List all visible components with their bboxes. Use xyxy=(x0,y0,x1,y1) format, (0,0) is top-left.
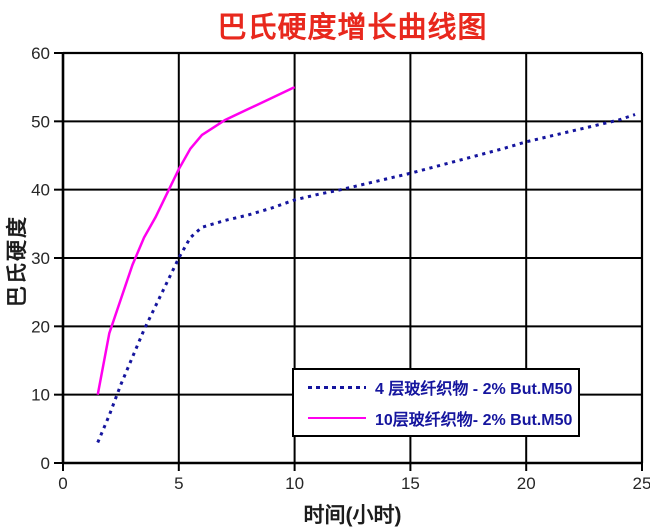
x-axis-title: 时间(小时) xyxy=(303,504,402,527)
chart-title: 巴氏硬度增长曲线图 xyxy=(217,12,488,44)
svg-text:60: 60 xyxy=(31,44,50,63)
legend-item-4-layer: 4 层玻纤织物 - 2% But.M50 xyxy=(294,375,578,399)
svg-text:0: 0 xyxy=(41,454,50,473)
svg-text:20: 20 xyxy=(517,474,536,493)
svg-text:20: 20 xyxy=(31,317,50,336)
solid-line-marker xyxy=(308,416,366,419)
dotted-line-marker xyxy=(308,385,366,389)
svg-text:10: 10 xyxy=(31,386,50,405)
svg-text:0: 0 xyxy=(58,474,67,493)
legend-item-10-layer: 10层玻纤织物- 2% But.M50 xyxy=(294,406,578,430)
svg-text:10: 10 xyxy=(285,474,304,493)
legend: 4 层玻纤织物 - 2% But.M50 10层玻纤织物- 2% But.M50 xyxy=(292,368,580,437)
y-axis-title: 巴氏硬度 xyxy=(6,215,29,307)
svg-text:15: 15 xyxy=(401,474,420,493)
svg-text:30: 30 xyxy=(31,249,50,268)
svg-text:50: 50 xyxy=(31,112,50,131)
svg-text:5: 5 xyxy=(174,474,183,493)
legend-label: 4 层玻纤织物 - 2% But.M50 xyxy=(375,381,573,399)
legend-label: 10层玻纤织物- 2% But.M50 xyxy=(375,411,573,429)
svg-text:40: 40 xyxy=(31,181,50,200)
svg-text:25: 25 xyxy=(633,474,650,493)
